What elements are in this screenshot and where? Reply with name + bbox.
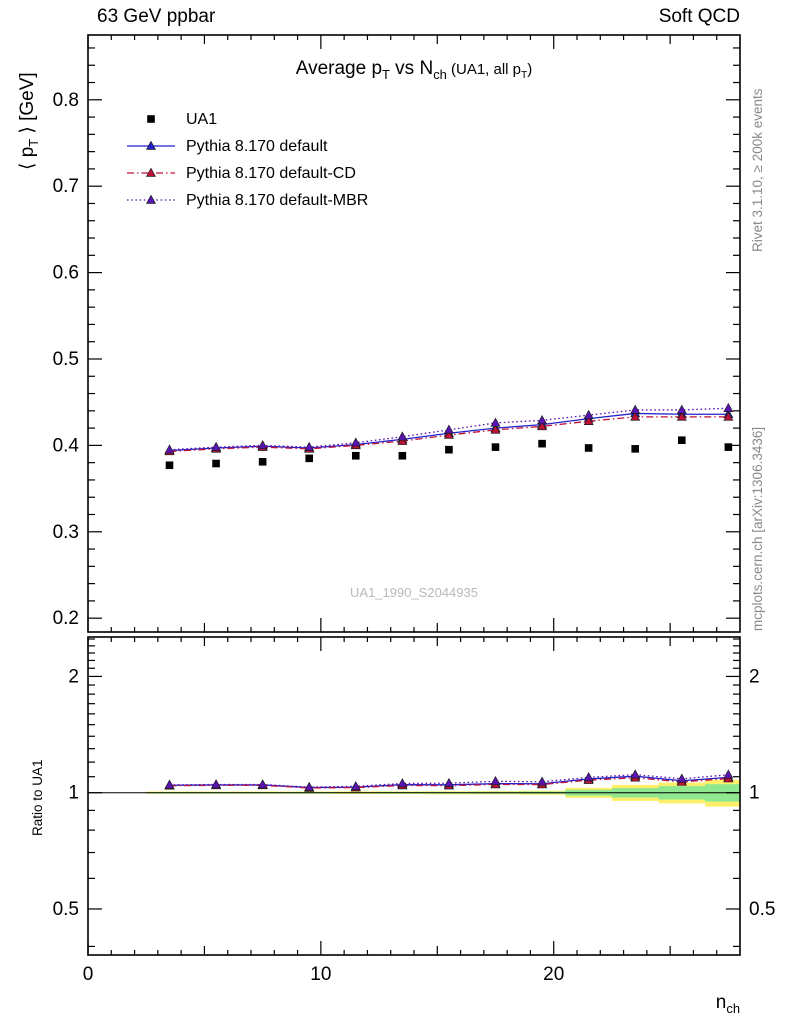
data-point-square — [677, 436, 686, 444]
data-point-triangle — [350, 437, 361, 447]
title-sub-pt: T — [382, 66, 390, 82]
data-point-triangle — [443, 429, 454, 439]
data-point-triangle — [676, 404, 687, 414]
data-point-triangle — [583, 772, 594, 782]
axis-ticks: 0.2 0.3 0.4 0.5 0.6 0.7 0.8 0 10 20 0.5 0.5 1 1 2 2 — [53, 35, 775, 985]
tick-label: 0.8 — [53, 90, 79, 111]
tick-label: 0.4 — [53, 435, 80, 456]
tick-label: UA1 — [186, 111, 217, 128]
y-axis-label: ⟨ pT ⟩ [GeV] — [17, 72, 41, 170]
data-point-triangle — [490, 424, 501, 434]
data-point-square — [147, 115, 155, 123]
tick-label: Pythia 8.170 default — [186, 138, 328, 155]
data-point-triangle — [583, 409, 594, 419]
data-point-triangle — [146, 194, 156, 204]
analysis-id-watermark: UA1_1990_S2044935 — [350, 585, 478, 600]
data-point-triangle — [257, 779, 268, 789]
data-point-triangle — [146, 167, 156, 177]
data-point-triangle — [723, 769, 734, 779]
tick-label: 1 — [68, 783, 79, 804]
data-point-square — [445, 445, 453, 454]
data-point-triangle — [304, 781, 315, 791]
data-point-triangle — [211, 779, 222, 789]
data-point-triangle — [397, 778, 408, 788]
tick-label: Pythia 8.170 default-CD — [186, 165, 356, 182]
data-point-triangle — [490, 775, 501, 786]
tick-label: 20 — [543, 964, 564, 985]
process-group-label: Soft QCD — [658, 6, 740, 27]
data-point-triangle — [723, 411, 734, 421]
tick-label: 0.5 — [749, 899, 775, 920]
tick-label: 0.3 — [53, 522, 79, 543]
data-point-triangle — [397, 431, 408, 441]
tick-label: 0.7 — [53, 176, 79, 197]
ratio-series-pythia-8-170-default-mbr — [164, 769, 734, 791]
plot-title: Average pT vs Nch (UA1, all pT) — [295, 58, 533, 82]
data-point-square — [538, 439, 546, 448]
data-point-square — [305, 454, 314, 463]
data-point-triangle — [537, 421, 548, 431]
data-point-square — [631, 445, 640, 453]
tick-label: 10 — [310, 964, 331, 985]
data-point-triangle — [630, 769, 641, 779]
rivet-version-note: Rivet 3.1.10, ≥ 200k events — [750, 88, 765, 252]
data-point-square — [258, 457, 267, 466]
data-point-square — [351, 451, 360, 460]
data-point-triangle — [164, 779, 175, 789]
data-point-triangle — [676, 773, 687, 783]
tick-label: 0 — [83, 964, 94, 985]
beam-energy-label: 63 GeV ppbar — [97, 6, 216, 27]
data-point-triangle — [490, 417, 501, 427]
tick-label: 0.5 — [53, 349, 79, 370]
data-point-square — [724, 443, 733, 451]
data-point-square — [165, 461, 174, 470]
ratio-axis-label: Ratio to UA1 — [30, 759, 45, 836]
data-point-triangle — [630, 411, 641, 421]
tick-label: 2 — [68, 666, 79, 687]
data-point-triangle — [257, 440, 268, 450]
tick-label: 0.5 — [53, 899, 79, 920]
tick-label: 0.2 — [53, 608, 79, 629]
tick-label: 1 — [749, 783, 760, 804]
data-point-triangle — [211, 441, 222, 451]
data-point-triangle — [164, 444, 175, 454]
data-point-triangle — [443, 777, 454, 787]
data-point-square — [212, 459, 220, 468]
data-point-square — [491, 443, 500, 451]
data-point-triangle — [350, 781, 361, 791]
data-point-triangle — [537, 776, 548, 786]
data-point-triangle — [583, 415, 594, 425]
x-axis-label: nch — [715, 992, 740, 1016]
data-point-triangle — [676, 411, 687, 421]
data-point-triangle — [304, 441, 315, 451]
tick-label: 0.6 — [53, 263, 79, 284]
data-point-square — [398, 451, 407, 460]
data-point-triangle — [443, 424, 454, 434]
data-point-triangle — [630, 404, 641, 414]
mcplots-reference-note: mcplots.cern.ch [arXiv:1306.3436] — [750, 426, 765, 631]
data-point-triangle — [537, 415, 548, 425]
data-point-triangle — [146, 140, 156, 150]
data-point-square — [584, 444, 593, 452]
series-ua1 — [165, 436, 733, 470]
title-main: Average p — [295, 58, 383, 79]
title-sub-nch: ch — [433, 66, 447, 82]
data-point-triangle — [723, 402, 734, 412]
tick-label: 2 — [749, 666, 760, 687]
legend: UA1 Pythia 8.170 default Pythia 8.170 defa… — [127, 111, 368, 209]
tick-label: Pythia 8.170 default-MBR — [186, 192, 368, 209]
series-pythia-8-170-default-mbr — [164, 402, 734, 454]
